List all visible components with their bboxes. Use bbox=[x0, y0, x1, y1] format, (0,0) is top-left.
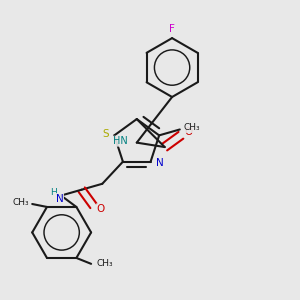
Text: N: N bbox=[156, 158, 163, 168]
Text: CH₃: CH₃ bbox=[12, 198, 29, 207]
Text: CH₃: CH₃ bbox=[183, 124, 200, 133]
Text: F: F bbox=[169, 24, 175, 34]
Text: O: O bbox=[184, 127, 192, 137]
Text: H: H bbox=[50, 188, 57, 197]
Text: S: S bbox=[102, 129, 109, 139]
Text: O: O bbox=[97, 204, 105, 214]
Text: N: N bbox=[56, 194, 64, 203]
Text: HN: HN bbox=[113, 136, 128, 146]
Text: CH₃: CH₃ bbox=[96, 259, 113, 268]
